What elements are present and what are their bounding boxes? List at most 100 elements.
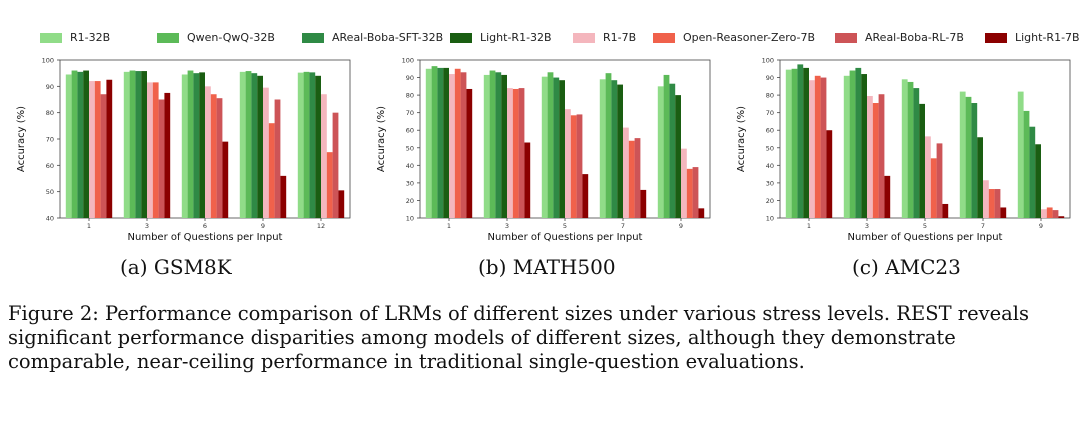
bar-r1-32b-1 (785, 69, 792, 219)
x-tick-label: 1 (447, 222, 451, 230)
bar-areal-boba-sft-32b-3 (495, 72, 502, 219)
bar-areal-boba-sft-32b-1 (797, 64, 804, 218)
bar-areal-boba-sft-32b-5 (913, 88, 920, 218)
bar-areal-boba-sft-32b-9 (251, 73, 258, 219)
bar-qwen-qwq-32b-3 (849, 70, 856, 219)
bar-qwen-qwq-32b-9 (245, 71, 252, 218)
bar-qwen-qwq-32b-5 (907, 81, 914, 218)
bar-light-r1-32b-7 (977, 137, 983, 218)
y-tick-label: 20 (766, 197, 774, 205)
legend-item-1: R1-32B (40, 31, 110, 44)
bar-light-r1-32b-9 (675, 95, 681, 218)
bar-r1-32b-3 (843, 75, 850, 218)
y-tick-label: 80 (46, 109, 54, 117)
bar-light-r1-32b-3 (141, 71, 147, 218)
y-tick-label: 10 (766, 215, 774, 223)
legend-swatch (40, 32, 62, 43)
bar-light-r1-32b-3 (501, 74, 507, 218)
x-tick-label: 5 (923, 222, 927, 230)
bar-areal-boba-rl-7b-1 (100, 94, 107, 218)
y-tick-label: 50 (46, 188, 54, 196)
bar-light-r1-7b-9 (1058, 216, 1065, 218)
y-axis-label: Accuracy (%) (736, 106, 747, 172)
legend-label: AReal-Boba-RL-7B (865, 31, 964, 44)
bar-light-r1-7b-6 (222, 141, 229, 218)
bar-light-r1-7b-7 (640, 189, 647, 218)
bar-r1-7b-3 (867, 95, 873, 218)
subcaption-amc23: (c) AMC23 (852, 255, 961, 279)
x-tick-label: 1 (87, 222, 91, 230)
y-axis-label: Accuracy (%) (376, 106, 387, 172)
bar-r1-32b-5 (901, 79, 908, 218)
bar-qwen-qwq-32b-6 (187, 70, 194, 219)
legend-item-2: Qwen-QwQ-32B (157, 31, 275, 44)
bar-light-r1-32b-6 (199, 72, 205, 218)
x-tick-label: 3 (865, 222, 869, 230)
bar-areal-boba-rl-7b-5 (576, 114, 583, 218)
bar-light-r1-7b-7 (1000, 207, 1007, 218)
bar-open-reasoner-zero-7b-3 (872, 103, 879, 218)
bar-light-r1-32b-9 (1035, 144, 1041, 218)
legend-label: R1-7B (603, 31, 637, 44)
bar-areal-boba-rl-7b-12 (332, 112, 339, 218)
bar-qwen-qwq-32b-7 (965, 96, 972, 218)
y-tick-label: 80 (406, 92, 414, 100)
bar-areal-boba-rl-7b-3 (518, 88, 525, 218)
x-tick-label: 6 (203, 222, 207, 230)
bar-qwen-qwq-32b-3 (129, 70, 136, 219)
bar-open-reasoner-zero-7b-5 (930, 158, 937, 218)
bar-r1-7b-12 (321, 94, 327, 218)
bar-light-r1-32b-9 (257, 75, 263, 218)
bar-r1-7b-9 (1041, 209, 1047, 218)
bar-light-r1-32b-3 (861, 74, 867, 218)
bar-r1-7b-9 (263, 87, 269, 219)
bar-qwen-qwq-32b-7 (605, 73, 612, 219)
bar-open-reasoner-zero-7b-3 (152, 82, 159, 218)
bar-light-r1-32b-1 (83, 70, 89, 219)
bar-r1-7b-7 (623, 127, 629, 218)
bar-r1-32b-6 (181, 74, 188, 218)
bar-r1-32b-12 (297, 72, 304, 218)
bar-open-reasoner-zero-7b-6 (210, 94, 217, 218)
bar-areal-boba-sft-32b-7 (971, 103, 978, 218)
legend-item-8: Light-R1-7B (985, 31, 1080, 44)
bar-areal-boba-rl-7b-1 (460, 72, 467, 219)
bar-qwen-qwq-32b-1 (791, 68, 798, 219)
legend-label: Light-R1-32B (480, 31, 552, 44)
bar-areal-boba-rl-7b-7 (994, 189, 1001, 218)
y-tick-label: 60 (406, 127, 414, 135)
bar-areal-boba-sft-32b-9 (1029, 126, 1036, 218)
bar-r1-32b-3 (123, 71, 130, 218)
y-tick-label: 60 (46, 162, 54, 170)
x-tick-label: 5 (563, 222, 567, 230)
chart-svg: 10 20 30 40 50 60 70 80 90 100 1 3 5 7 9 Number of Ques… (736, 57, 1071, 243)
bar-r1-32b-5 (541, 76, 548, 218)
bar-light-r1-7b-1 (106, 79, 113, 218)
bar-r1-7b-3 (507, 88, 513, 218)
bar-qwen-qwq-32b-1 (71, 70, 78, 219)
subcaption-math500: (b) MATH500 (478, 255, 616, 279)
bar-areal-boba-rl-7b-1 (820, 77, 827, 218)
legend-swatch (573, 32, 595, 43)
legend-item-7: AReal-Boba-RL-7B (835, 31, 964, 44)
bar-light-r1-7b-1 (466, 88, 473, 218)
legend-label: Open-Reasoner-Zero-7B (683, 31, 816, 44)
bar-r1-32b-9 (239, 71, 246, 218)
y-tick-label: 30 (406, 179, 414, 187)
bar-open-reasoner-zero-7b-9 (268, 123, 275, 218)
figure-caption: Figure 2: Performance comparison of LRMs… (8, 302, 1072, 374)
bar-r1-7b-1 (809, 80, 815, 218)
legend-label: Light-R1-7B (1015, 31, 1080, 44)
bar-areal-boba-sft-32b-12 (309, 72, 316, 218)
bar-open-reasoner-zero-7b-5 (570, 115, 577, 218)
legend-swatch (835, 32, 857, 43)
bar-light-r1-7b-9 (280, 175, 287, 218)
y-tick-label: 20 (406, 197, 414, 205)
bar-areal-boba-sft-32b-5 (553, 77, 560, 218)
bar-light-r1-7b-5 (582, 174, 589, 218)
bar-light-r1-7b-3 (164, 92, 171, 218)
y-tick-label: 90 (766, 74, 774, 82)
bar-open-reasoner-zero-7b-9 (1046, 207, 1053, 218)
bar-r1-7b-1 (89, 81, 95, 218)
y-tick-label: 30 (766, 179, 774, 187)
